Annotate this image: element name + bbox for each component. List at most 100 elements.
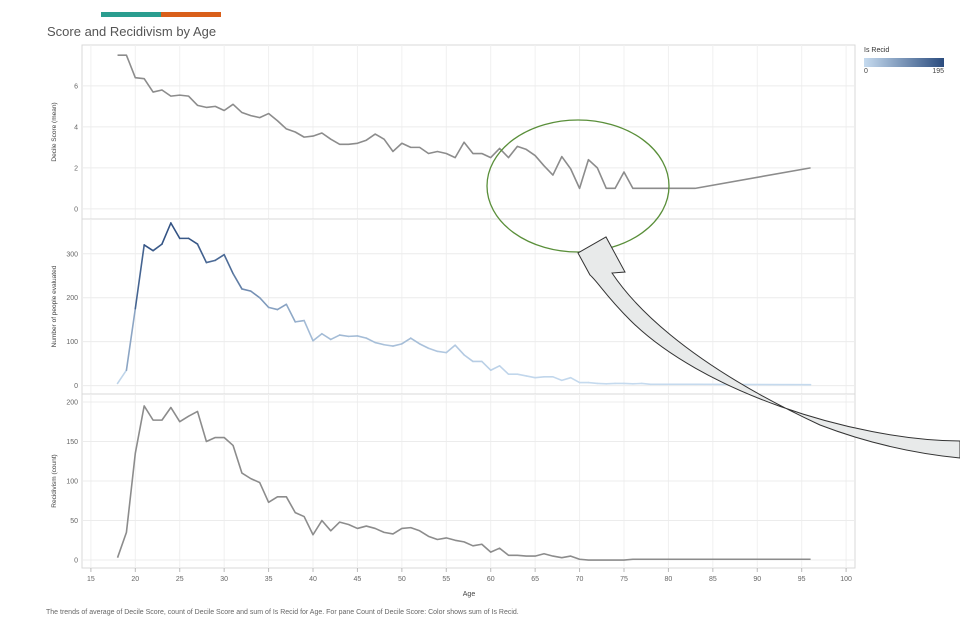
series-segment[interactable]	[587, 381, 599, 385]
y-axis-label: Decile Score (mean)	[51, 102, 58, 161]
legend-labels: 0 195	[864, 68, 944, 75]
chart-caption: The trends of average of Decile Score, c…	[46, 609, 519, 616]
series-segment[interactable]	[241, 288, 252, 292]
series-segment[interactable]	[401, 337, 412, 345]
series-segment[interactable]	[329, 334, 341, 341]
series-segment[interactable]	[312, 332, 323, 342]
x-tick-label: 65	[531, 576, 539, 583]
x-tick-label: 40	[309, 576, 317, 583]
series-segment[interactable]	[125, 307, 137, 372]
y-tick-label: 300	[66, 251, 78, 258]
series-segment[interactable]	[365, 337, 377, 344]
series-line[interactable]	[117, 54, 811, 190]
series-segment[interactable]	[116, 369, 128, 385]
x-tick-label: 85	[709, 576, 717, 583]
x-tick-label: 95	[798, 576, 806, 583]
y-tick-label: 200	[66, 295, 78, 302]
x-axis-label: Age	[463, 591, 476, 598]
y-tick-label: 0	[74, 383, 78, 390]
series-segment[interactable]	[356, 335, 368, 339]
series-segment[interactable]	[560, 376, 572, 382]
series-segment[interactable]	[534, 376, 545, 379]
series-segment[interactable]	[232, 272, 243, 290]
legend[interactable]: Is Recid 0 195	[864, 47, 946, 75]
series-segment[interactable]	[134, 244, 145, 310]
x-tick-label: 75	[620, 576, 628, 583]
accent-bar-teal	[101, 12, 161, 17]
series-segment[interactable]	[374, 341, 385, 346]
series-segment[interactable]	[498, 365, 510, 375]
series-segment[interactable]	[569, 376, 581, 384]
series-segment[interactable]	[552, 376, 563, 382]
series-segment[interactable]	[276, 303, 288, 311]
accent-bar-orange	[161, 12, 221, 17]
series-segment[interactable]	[258, 296, 270, 309]
series-segment[interactable]	[267, 306, 279, 311]
annotation	[486, 119, 960, 459]
series-segment[interactable]	[152, 243, 163, 252]
series-segment[interactable]	[294, 319, 305, 323]
y-tick-label: 200	[66, 399, 78, 406]
y-tick-label: 50	[70, 518, 78, 525]
x-tick-label: 100	[840, 576, 852, 583]
y-axis-label: Recidivism (count)	[51, 454, 58, 507]
series-segment[interactable]	[427, 347, 439, 353]
x-tick-label: 20	[131, 576, 139, 583]
y-axis-label: Number of people evaluated	[51, 265, 58, 347]
title-accent-bar	[101, 12, 221, 17]
series-segment[interactable]	[418, 343, 430, 350]
series-segment[interactable]	[489, 365, 501, 372]
series-segment[interactable]	[392, 343, 403, 347]
legend-max-label: 195	[932, 68, 944, 75]
x-tick-label: 35	[265, 576, 273, 583]
decile-score-pane[interactable]: 0 2 4 6 Decile Score (mean)	[51, 44, 856, 220]
x-tick-label: 55	[442, 576, 450, 583]
legend-title: Is Recid	[864, 47, 890, 54]
y-tick-label: 2	[74, 165, 78, 172]
y-tick-label: 100	[66, 339, 78, 346]
x-tick-label: 30	[220, 576, 228, 583]
y-tick-label: 0	[74, 206, 78, 213]
y-tick-label: 100	[66, 479, 78, 486]
y-tick-label: 0	[74, 558, 78, 565]
x-tick-label: 25	[176, 576, 184, 583]
series-segment[interactable]	[187, 237, 199, 245]
series-segment[interactable]	[143, 244, 154, 252]
series-segment[interactable]	[338, 334, 350, 338]
series-segment[interactable]	[640, 382, 652, 386]
series-segment[interactable]	[170, 222, 181, 240]
series-segment[interactable]	[285, 303, 297, 323]
series-segment[interactable]	[525, 375, 536, 379]
series-segment[interactable]	[214, 253, 225, 262]
series-segment[interactable]	[321, 332, 332, 341]
y-tick-label: 4	[74, 124, 78, 131]
series-segment[interactable]	[463, 354, 474, 363]
series-segment[interactable]	[196, 243, 208, 264]
x-tick-label: 15	[87, 576, 95, 583]
series-segment[interactable]	[454, 344, 465, 356]
series-segment[interactable]	[250, 290, 261, 299]
recidivism-pane[interactable]: 0 50 100 150 200 Recidivism (count)	[51, 393, 856, 569]
series-segment[interactable]	[303, 319, 314, 342]
series-segment[interactable]	[436, 350, 448, 354]
series-segment[interactable]	[445, 344, 456, 354]
annotation-curved-arrow	[577, 236, 960, 459]
y-tick-label: 6	[74, 83, 78, 90]
x-tick-label: 70	[576, 576, 584, 583]
series-segment[interactable]	[205, 259, 217, 264]
series-segment[interactable]	[481, 360, 492, 372]
legend-min-label: 0	[864, 68, 868, 75]
series-segment[interactable]	[223, 253, 234, 275]
x-tick-label: 90	[753, 576, 761, 583]
series-segment[interactable]	[409, 337, 421, 345]
series-segment[interactable]	[516, 373, 528, 377]
y-tick-label: 150	[66, 439, 78, 446]
series-segment[interactable]	[383, 343, 394, 347]
legend-color-ramp	[864, 58, 944, 67]
series-segment[interactable]	[161, 222, 172, 245]
chart-title: Score and Recidivism by Age	[47, 24, 217, 39]
x-tick-label: 50	[398, 576, 406, 583]
series-line[interactable]	[116, 405, 811, 561]
people-evaluated-pane[interactable]: 0 100 200 300 Number of people evaluated	[51, 218, 856, 395]
